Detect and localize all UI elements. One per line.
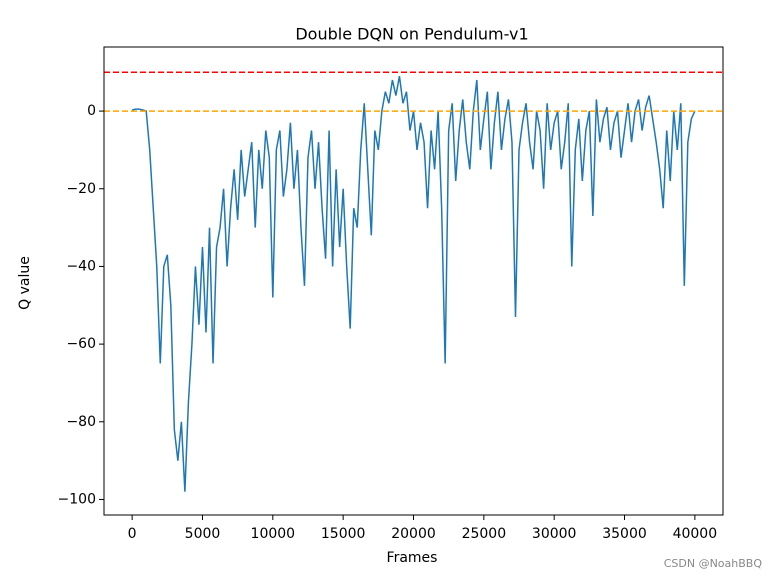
x-tick-label: 5000 [185, 526, 221, 542]
chart-title: Double DQN on Pendulum-v1 [295, 25, 528, 44]
y-tick-label: −40 [66, 258, 96, 274]
watermark: CSDN @NoahBBQ [664, 557, 763, 570]
y-tick-label: −80 [66, 414, 96, 430]
x-tick-label: 25000 [462, 526, 507, 542]
y-tick-label: 0 [87, 103, 96, 119]
axes-frame [103, 46, 724, 516]
x-tick-label: 15000 [321, 526, 366, 542]
y-tick-label: −20 [66, 181, 96, 197]
x-axis-label: Frames [387, 550, 438, 566]
x-tick-label: 0 [128, 526, 137, 542]
y-axis-label: Q value [17, 256, 33, 310]
y-tick-label: −100 [58, 491, 96, 507]
x-tick-label: 30000 [532, 526, 577, 542]
x-tick-label: 35000 [602, 526, 647, 542]
y-tick-label: −60 [66, 336, 96, 352]
x-tick-label: 10000 [251, 526, 296, 542]
x-tick-label: 40000 [673, 526, 718, 542]
x-tick-label: 20000 [391, 526, 436, 542]
